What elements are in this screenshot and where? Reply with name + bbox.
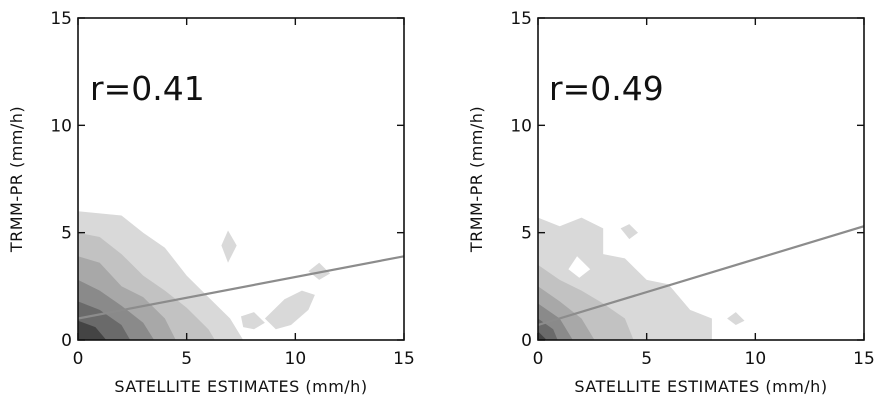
y-tick-label: 10 [50,116,72,136]
x-tick-label: 0 [73,349,84,369]
scatter-panel-2: 0 5 10 15 0 5 10 15 SATELLITE ESTIMATES (mm/h) TR… [467,9,875,396]
x-tick-label: 15 [853,349,875,369]
density-contours [538,217,864,340]
axes-frame [77,17,405,341]
density-level-1-region-2 [620,224,638,240]
y-axis-title: TRMM-PR (mm/h) [7,106,26,253]
x-axis-title: SATELLITE ESTIMATES (mm/h) [114,377,367,396]
y-tick-label: 5 [61,224,72,244]
y-tick-label: 15 [510,9,532,29]
x-tick-label: 0 [533,349,544,369]
y-tick-label: 10 [510,116,532,136]
density-contours [78,211,404,340]
x-axis-title: SATELLITE ESTIMATES (mm/h) [574,377,827,396]
density-level-1-region-3 [308,262,331,280]
axes-frame [537,17,865,341]
density-level-6-region-1 [78,320,107,340]
x-tick-label: 15 [393,349,415,369]
density-level-1-region-3 [727,312,745,325]
y-tick-label: 15 [50,9,72,29]
correlation-annotation: r=0.41 [90,69,205,108]
x-tick-label: 10 [745,349,767,369]
blank-region-1 [568,256,591,278]
density-level-6-region-1 [538,331,547,340]
density-level-1-region-5 [264,290,315,330]
scatter-panel-1: 0 5 10 15 0 5 10 15 SATELLITE ESTIMATES (mm/h) TR… [7,9,415,396]
density-level-1-region-4 [241,312,265,330]
y-tick-label: 0 [61,331,72,351]
y-tick-label: 0 [521,331,532,351]
density-level-1-region-2 [221,230,237,263]
x-tick-label: 5 [181,349,192,369]
x-tick-label: 5 [641,349,652,369]
y-axis-title: TRMM-PR (mm/h) [467,106,486,253]
y-tick-label: 5 [521,224,532,244]
regression-line [538,225,864,327]
regression-line [78,255,404,320]
x-tick-label: 10 [285,349,307,369]
correlation-annotation: r=0.49 [549,69,664,108]
